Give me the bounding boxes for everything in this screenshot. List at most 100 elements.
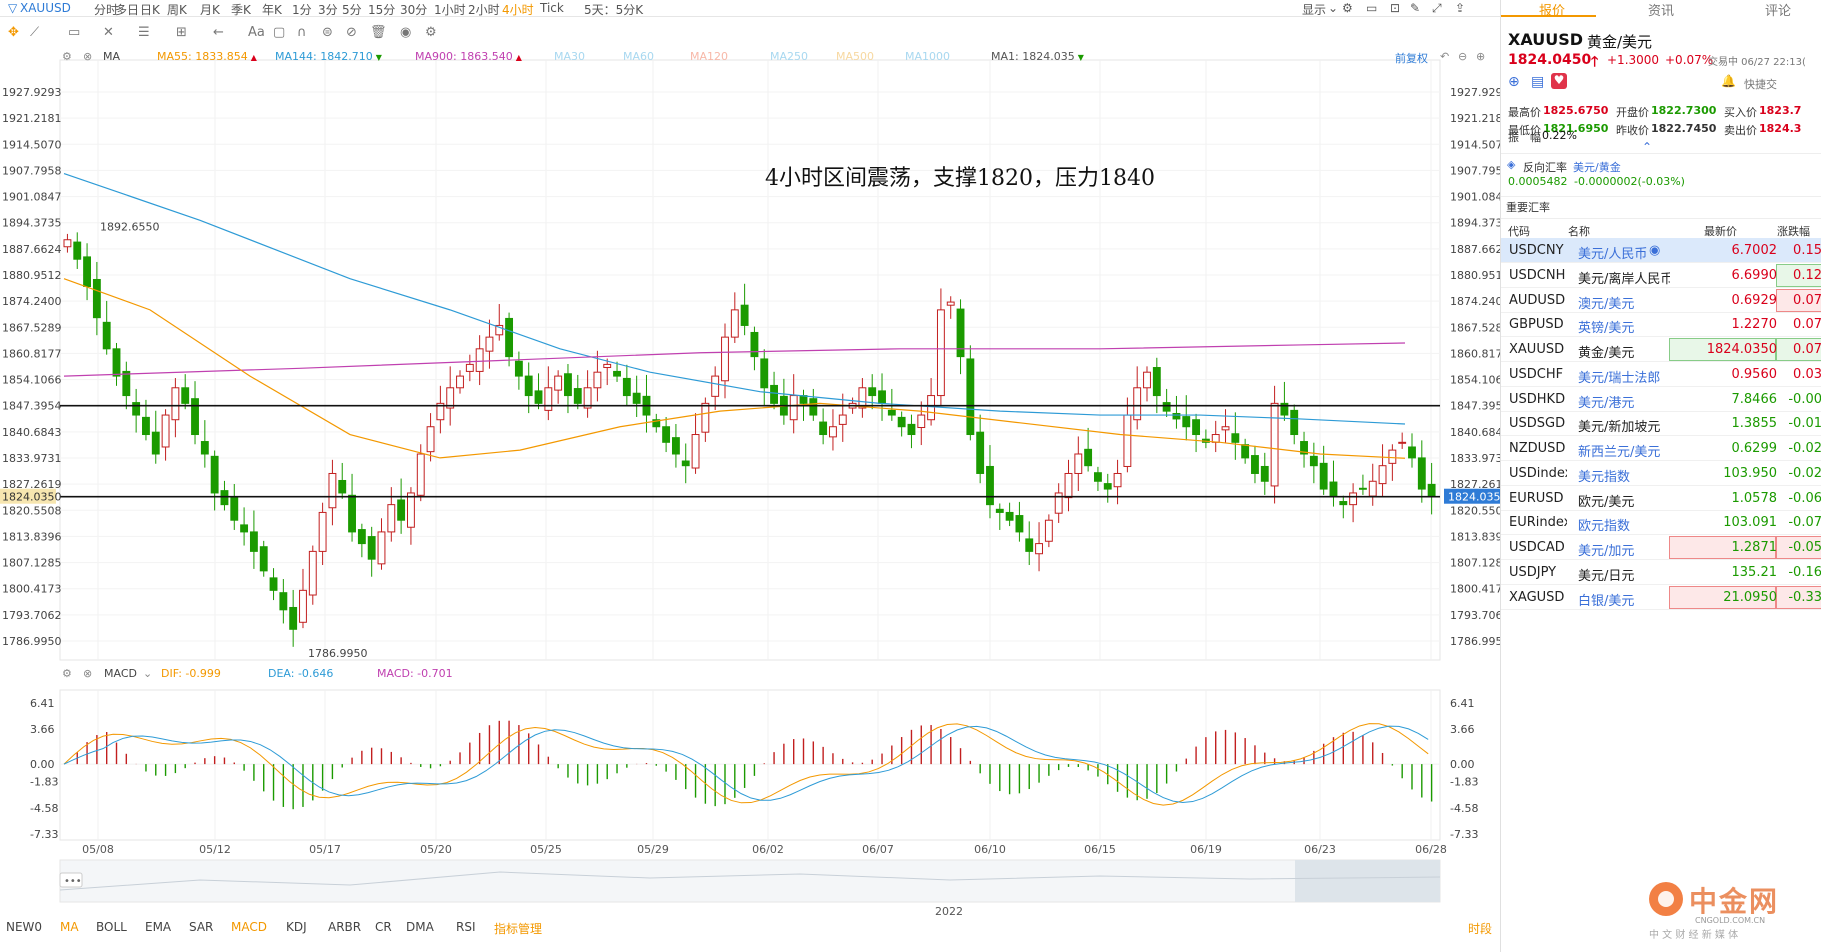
period-tab[interactable]: 1小时	[434, 3, 466, 17]
ma-legend-item[interactable]: MA500	[836, 50, 874, 63]
more-icon[interactable]: •••	[64, 876, 82, 887]
rate-row[interactable]: NZDUSD 新西兰元/美元 0.6299 -0.02	[1501, 436, 1821, 461]
trash-icon[interactable]: 🗑	[370, 25, 387, 40]
display-dropdown[interactable]: 显示	[1302, 3, 1327, 17]
ma-legend-item[interactable]: MA120	[690, 50, 728, 63]
ma-legend-item[interactable]: MA1000	[905, 50, 950, 63]
fib-tool-icon[interactable]: ✕	[103, 25, 114, 40]
navigator-menu-button[interactable]	[59, 872, 83, 888]
indicator-tab[interactable]: RSI	[456, 920, 476, 934]
ma-legend-item[interactable]: MA55: 1833.854 ▲	[157, 50, 257, 63]
rate-row[interactable]: USDSGD 美元/新加坡元 1.3855 -0.01	[1501, 411, 1821, 437]
period-tab[interactable]: 2小时	[468, 3, 500, 17]
period-tab[interactable]: 多日	[115, 3, 140, 17]
tab-comments[interactable]: 评论	[1765, 4, 1792, 19]
period-tab[interactable]: 月K	[200, 3, 220, 17]
ma-close-icon[interactable]: ⊗	[83, 50, 93, 63]
period-tab[interactable]: 分时	[94, 3, 119, 17]
macd-dropdown-icon[interactable]: ⌄	[143, 667, 153, 680]
navigator-window[interactable]	[1295, 860, 1440, 902]
channel-tool-icon[interactable]: ☰	[138, 25, 150, 40]
period-tab[interactable]: 15分	[368, 3, 396, 17]
plus-icon[interactable]: ⊕	[1476, 50, 1486, 63]
rate-row[interactable]: USDCAD 美元/加元 1.2871 -0.05	[1501, 535, 1821, 560]
ma-legend-item[interactable]: MA900: 1863.540 ▲	[415, 50, 522, 63]
period-tab[interactable]: 5分	[342, 3, 362, 17]
ma-indicator-label[interactable]: MA	[103, 50, 121, 63]
candlestick-chart[interactable]: 05/08 05/12 05/17 05/20 05/25 05/29 06/02 06/07…	[0, 40, 1500, 920]
indicator-tab[interactable]: ARBR	[328, 920, 362, 934]
indicator-tab[interactable]: DMA	[406, 920, 434, 934]
period-tab[interactable]: 日K	[140, 3, 160, 17]
ma-legend-item[interactable]: MA144: 1842.710 ▼	[275, 50, 382, 63]
export-icon[interactable]: ⇪	[1455, 1, 1466, 15]
rate-row[interactable]: USDindex 美元指数 103.950 -0.02	[1501, 461, 1821, 486]
period-tab[interactable]: Tick	[540, 1, 564, 15]
indicator-tab[interactable]: EMA	[145, 920, 172, 934]
hide-icon[interactable]: ⊘	[346, 25, 357, 40]
macd-settings-icon[interactable]: ⚙	[62, 667, 72, 680]
timezone-button[interactable]: 时段	[1468, 922, 1493, 936]
text-tool-icon[interactable]: Aa	[248, 25, 265, 40]
rate-row[interactable]: USDCHF 美元/瑞士法郎 0.9560 0.03	[1501, 362, 1821, 387]
tab-news[interactable]: 资讯	[1648, 4, 1675, 19]
quick-trade-label[interactable]: 快捷交	[1744, 78, 1777, 91]
eye-icon[interactable]: ◉	[1649, 243, 1661, 258]
ma-legend-item[interactable]: MA250	[770, 50, 808, 63]
period-tab[interactable]: 1分	[292, 3, 312, 17]
chart-annotation-text[interactable]: 4小时区间震荡，支撑1820，压力1840	[765, 166, 1155, 191]
navigator-pane[interactable]	[59, 859, 1441, 903]
globe-icon[interactable]: ⊕	[1508, 74, 1520, 90]
rate-row[interactable]: USDHKD 美元/港元 7.8466 -0.00	[1501, 387, 1821, 412]
period-tab[interactable]: 3分	[318, 3, 338, 17]
period-tab[interactable]: 周K	[167, 3, 187, 17]
fullscreen-icon[interactable]: ⤢	[1432, 1, 1442, 15]
rate-row[interactable]: XAGUSD 白银/美元 21.0950 -0.33	[1501, 585, 1821, 610]
restore-button[interactable]: 前复权	[1395, 52, 1428, 65]
indicator-tab[interactable]: MA	[60, 920, 79, 934]
period-tab[interactable]: 年K	[262, 3, 282, 17]
reverse-name[interactable]: 美元/黄金	[1573, 161, 1621, 174]
rate-row[interactable]: EURUSD 欧元/美元 1.0578 -0.06	[1501, 486, 1821, 511]
period-tab[interactable]: 30分	[400, 3, 428, 17]
collapse-chevron-icon[interactable]: ⌃	[1642, 140, 1653, 154]
ma-legend-item[interactable]: MA1: 1824.035 ▼	[991, 50, 1084, 63]
line-tool-icon[interactable]: ⟋	[30, 25, 40, 40]
back-arrow-icon[interactable]: ←	[213, 25, 224, 40]
shape-tool-icon[interactable]: ▭	[68, 25, 81, 40]
symbol-dropdown-icon[interactable]: ▽	[8, 1, 18, 15]
indicator-tab[interactable]: CR	[375, 920, 392, 934]
macd-label[interactable]: MACD	[104, 667, 137, 680]
macd-close-icon[interactable]: ⊗	[83, 667, 93, 680]
settings-icon[interactable]: ⚙	[1342, 1, 1353, 15]
measure-tool-icon[interactable]: ⊞	[176, 25, 187, 40]
period-tab[interactable]: 5天：5分K	[584, 3, 644, 17]
minus-icon[interactable]: ⊖	[1458, 50, 1468, 63]
ma-legend-item[interactable]: MA30	[554, 50, 585, 63]
comment-icon[interactable]: ▢	[273, 25, 286, 40]
rate-row[interactable]: GBPUSD 英镑/美元 1.2270 0.07	[1501, 312, 1821, 338]
rate-row[interactable]: USDCNY 美元/人民币 6.7002 0.15 ◉	[1501, 238, 1821, 263]
rate-row[interactable]: EURindex 欧元指数 103.091 -0.07	[1501, 510, 1821, 536]
rate-row[interactable]: AUDUSD 澳元/美元 0.6929 0.07	[1501, 288, 1821, 313]
eye-icon[interactable]: ◉	[400, 25, 412, 40]
indicator-tab[interactable]: KDJ	[286, 920, 307, 934]
magnet-icon[interactable]: ∩	[297, 25, 307, 40]
camera-icon[interactable]: ⊡	[1390, 1, 1401, 15]
lock-icon[interactable]: ⊜	[322, 25, 333, 40]
pen-icon[interactable]: ✎	[1410, 1, 1421, 15]
indicator-tab[interactable]: 指标管理	[494, 922, 543, 936]
undo-icon[interactable]: ↶	[1440, 50, 1450, 63]
indicator-tab[interactable]: NEW0	[6, 920, 43, 934]
indicator-tab[interactable]: BOLL	[96, 920, 127, 934]
news-icon[interactable]: ▤	[1531, 74, 1545, 90]
period-tab[interactable]: 4小时	[502, 3, 534, 17]
crosshair-icon[interactable]: ✥	[8, 25, 19, 40]
chevron-down-icon[interactable]: ⌄	[1328, 1, 1339, 15]
settings-icon[interactable]: ⚙	[425, 25, 437, 40]
rate-row[interactable]: XAUUSD 黄金/美元 1824.0350 0.07	[1501, 337, 1821, 362]
rate-row[interactable]: USDJPY 美元/日元 135.21 -0.16	[1501, 560, 1821, 585]
period-tab[interactable]: 季K	[231, 3, 251, 17]
indicator-tab[interactable]: MACD	[231, 920, 267, 934]
ma-settings-icon[interactable]: ⚙	[62, 50, 72, 63]
